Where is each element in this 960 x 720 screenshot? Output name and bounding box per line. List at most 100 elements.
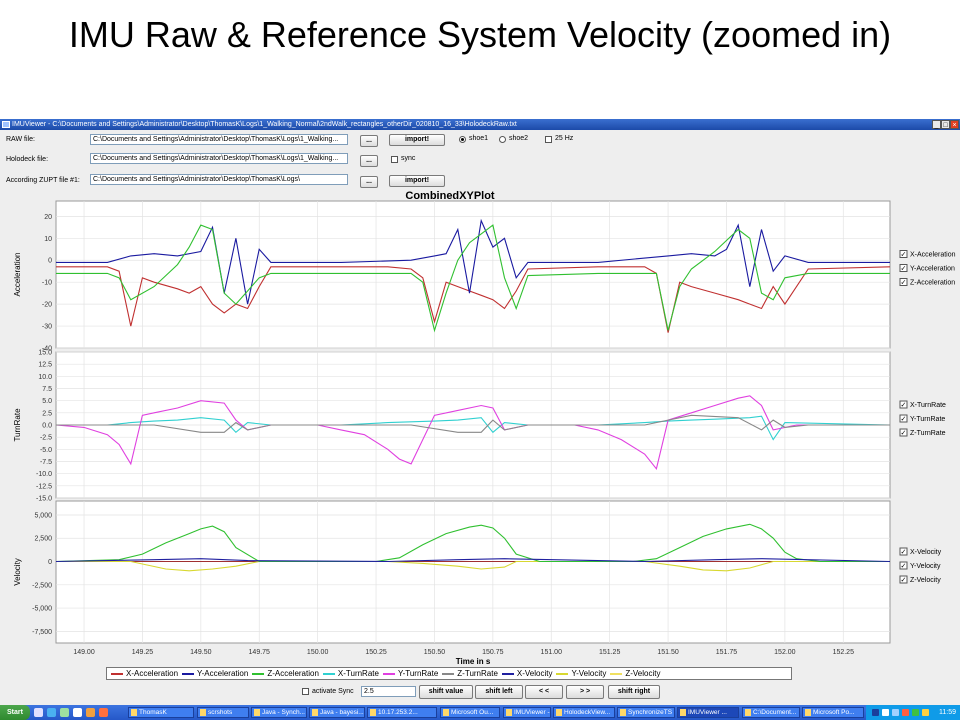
x-tick-label: 149.25 [132, 649, 154, 656]
ie-icon[interactable] [47, 708, 56, 717]
side-legend-checkbox[interactable] [899, 414, 908, 423]
zupt-import-button[interactable]: import! [389, 175, 445, 187]
side-legend-checkbox[interactable] [899, 428, 908, 437]
x-tick-label: 150.25 [365, 649, 387, 656]
shoe1-radio[interactable] [459, 136, 466, 143]
slide-title: IMU Raw & Reference System Velocity (zoo… [68, 14, 892, 55]
taskbar-item[interactable]: 10.17.253.2... [367, 707, 437, 718]
holodeck-file-field[interactable]: C:\Documents and Settings\Administrator\… [90, 153, 348, 164]
tray-icon-4[interactable] [902, 709, 909, 716]
firefox-icon[interactable] [86, 708, 95, 717]
y-tick-label: -30 [42, 324, 52, 331]
side-legend-checkbox[interactable] [899, 400, 908, 409]
taskbar-item[interactable]: C:\Document... [742, 707, 800, 718]
raw-browse-button[interactable]: ... [360, 135, 378, 147]
holodeck-browse-button[interactable]: ... [360, 155, 378, 167]
x-tick-label: 150.00 [307, 649, 329, 656]
taskbar-item[interactable]: scrshots [197, 707, 249, 718]
step-back-button[interactable]: < < [525, 685, 563, 699]
taskbar-item-label: HolodeckView... [564, 709, 611, 716]
chart-title: CombinedXYPlot [405, 190, 495, 202]
app-quick-icon[interactable] [73, 708, 82, 717]
taskbar-item[interactable]: SynchronizeTS [617, 707, 675, 718]
x-tick-label: 149.75 [249, 649, 271, 656]
desktop-icon[interactable] [34, 708, 43, 717]
legend-item: Z-Acceleration [252, 668, 319, 679]
y-tick-label: -2,500 [32, 582, 52, 589]
taskbar-item[interactable]: Microsoft Ou... [440, 707, 500, 718]
window-titlebar[interactable]: IMUViewer - C:\Documents and Settings\Ad… [0, 119, 960, 130]
taskbar-item-label: Java - Synch... [262, 709, 305, 716]
taskbar-item[interactable]: ThomasK [128, 707, 194, 718]
raw-file-field[interactable]: C:\Documents and Settings\Administrator\… [90, 134, 348, 145]
side-legend-checkbox[interactable] [899, 264, 908, 272]
tray-icon-3[interactable] [892, 709, 899, 716]
taskbar-item[interactable]: Java - Synch... [251, 707, 307, 718]
legend-swatch [322, 672, 335, 675]
taskbar-item-label: SynchronizeTS [628, 709, 673, 716]
side-legend-checkbox[interactable] [899, 561, 908, 570]
side-legend-label: Z-TurnRate [910, 430, 946, 437]
taskbar-item-label: ThomasK [139, 709, 167, 716]
bottom-legend: X-Acceleration Y-Acceleration Z-Accelerati… [106, 667, 792, 680]
x-tick-label: 150.50 [424, 649, 446, 656]
taskbar-item[interactable]: IMUViewer - ... [503, 707, 551, 718]
legend-label: Y-Velocity [571, 669, 607, 678]
legend-label: Z-TurnRate [457, 669, 498, 678]
hz-checkbox[interactable] [545, 136, 552, 143]
taskbar-item[interactable]: HolodeckView... [553, 707, 615, 718]
legend-item: Y-Velocity [556, 668, 606, 679]
task-icon [680, 709, 686, 716]
maximize-button[interactable]: □ [941, 120, 950, 129]
side-legend-checkbox[interactable] [899, 575, 908, 584]
sync-value-field[interactable]: 2.5 [361, 686, 416, 697]
system-tray: 11:59 [866, 705, 960, 720]
zupt-file-field[interactable]: C:\Documents and Settings\Administrator\… [90, 174, 348, 185]
y-tick-label: 7.5 [42, 386, 52, 393]
legend-label: X-Velocity [516, 669, 553, 678]
y-axis-title: TurnRate [13, 408, 22, 442]
y-axis-title: Acceleration [13, 252, 22, 296]
shift-left-button[interactable]: shift left [475, 685, 523, 699]
app2-quick-icon[interactable] [99, 708, 108, 717]
tray-icon-5[interactable] [912, 709, 919, 716]
shoe2-radio[interactable] [499, 136, 506, 143]
hz-label: 25 Hz [555, 135, 574, 142]
task-icon [805, 709, 811, 716]
task-icon [370, 709, 376, 716]
y-tick-label: 12.5 [38, 362, 52, 369]
window-title: IMUViewer - C:\Documents and Settings\Ad… [12, 121, 517, 128]
close-button[interactable]: × [950, 120, 959, 129]
tray-icon-1[interactable] [872, 709, 879, 716]
legend-swatch [501, 672, 514, 675]
y-tick-label: 5.0 [42, 398, 52, 405]
side-legend-checkbox[interactable] [899, 278, 908, 286]
activate-sync-checkbox[interactable] [302, 688, 309, 695]
tray-icon-2[interactable] [882, 709, 889, 716]
explorer-icon[interactable] [60, 708, 69, 717]
zupt-file-label: According ZUPT file #1: [6, 177, 80, 184]
legend-label: X-Acceleration [126, 669, 179, 678]
taskbar-item[interactable]: Microsoft Po... [802, 707, 864, 718]
raw-import-button[interactable]: import! [389, 134, 445, 146]
sync-checkbox[interactable] [391, 156, 398, 163]
task-icon [312, 709, 318, 716]
tray-icon-6[interactable] [922, 709, 929, 716]
taskbar-item[interactable]: IMUViewer ... [677, 707, 739, 718]
side-legend-checkbox[interactable] [899, 250, 908, 258]
x-tick-label: 151.75 [716, 649, 738, 656]
shift-value-button[interactable]: shift value [419, 685, 473, 699]
series-line-z-acceleration [56, 224, 890, 333]
step-forward-button[interactable]: > > [566, 685, 604, 699]
zupt-browse-button[interactable]: ... [360, 176, 378, 188]
taskbar-item[interactable]: Java - bayesi... [309, 707, 365, 718]
side-legend-check: ✓ [901, 415, 907, 423]
taskbar-item-label: 10.17.253.2... [378, 709, 418, 716]
shift-right-button[interactable]: shift right [608, 685, 660, 699]
minimize-button[interactable]: _ [932, 120, 941, 129]
clock: 11:59 [939, 709, 956, 716]
legend-item: Y-TurnRate [382, 668, 438, 679]
start-button[interactable]: Start [0, 705, 30, 720]
taskbar: Start ThomasK scrshots Java - Synch... Java… [0, 705, 960, 720]
side-legend-checkbox[interactable] [899, 547, 908, 556]
